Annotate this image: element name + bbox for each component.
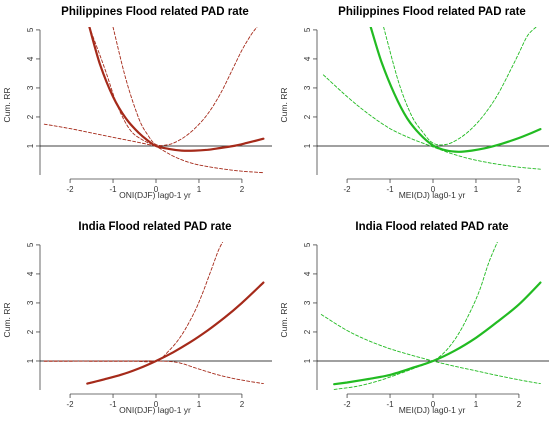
panel-philippines-oni: Philippines Flood related PAD rate Cum. …	[2, 6, 272, 200]
chart-title: India Flood related PAD rate	[355, 221, 508, 233]
x-tick-label: -1	[386, 185, 394, 194]
y-tick-label: 1	[303, 143, 312, 148]
x-tick-label: -1	[109, 185, 117, 194]
series-estimate-line	[369, 27, 542, 153]
y-tick-label: 5	[26, 27, 35, 32]
y-tick-label: 2	[303, 114, 312, 119]
y-tick-label: 3	[26, 300, 35, 305]
x-tick-label: 2	[517, 185, 522, 194]
x-tick-label: 0	[154, 400, 159, 409]
plot-area: 1 2 3 4 5 -2 -1 0 1 2	[303, 27, 549, 194]
y-axis-label: Cum. RR	[2, 88, 12, 123]
series-ci-lower-line	[43, 360, 264, 385]
plot-area: 1 2 3 4 5 -2 -1 0 1 2	[26, 242, 272, 409]
series-ci-lower-left-line	[43, 123, 157, 147]
series-estimate-line	[86, 281, 265, 385]
y-tick-label: 3	[303, 300, 312, 305]
x-tick-label: -1	[109, 400, 117, 409]
series-estimate-line	[333, 281, 542, 386]
series-ci-lower-line	[322, 74, 541, 170]
y-tick-label: 4	[26, 271, 35, 276]
x-tick-label: 2	[240, 400, 245, 409]
y-tick-label: 5	[26, 242, 35, 247]
y-axis-label: Cum. RR	[279, 303, 289, 338]
x-tick-label: 1	[197, 400, 202, 409]
chart-title: India Flood related PAD rate	[78, 221, 231, 233]
x-tick-label: 1	[197, 185, 202, 194]
panel-philippines-mei: Philippines Flood related PAD rate Cum. …	[279, 6, 549, 200]
x-tick-label: 2	[240, 185, 245, 194]
y-tick-label: 5	[303, 242, 312, 247]
y-tick-label: 1	[303, 358, 312, 363]
series-ci-upper-line	[112, 27, 258, 146]
series-group	[322, 27, 542, 170]
chart-title: Philippines Flood related PAD rate	[61, 6, 249, 18]
y-tick-label: 3	[303, 85, 312, 90]
x-axis-label: MEI(DJ) lag0-1 yr	[399, 405, 466, 415]
chart-title: Philippines Flood related PAD rate	[338, 6, 526, 18]
series-ci-upper-line	[383, 27, 537, 146]
y-tick-label: 2	[303, 329, 312, 334]
series-ci-upper-line	[333, 242, 498, 390]
y-tick-label: 5	[303, 27, 312, 32]
x-tick-label: 0	[154, 185, 159, 194]
y-tick-label: 4	[303, 56, 312, 61]
x-axis-label: ONI(DJF) lag0-1 yr	[119, 405, 191, 415]
x-tick-label: -2	[344, 185, 352, 194]
y-tick-label: 2	[26, 329, 35, 334]
series-ci-lower-line	[88, 27, 264, 174]
series-estimate-line	[88, 27, 265, 152]
plot-area: 1 2 3 4 5 -2 -1 0 1 2	[26, 27, 272, 194]
x-tick-label: -1	[386, 400, 394, 409]
series-ci-lower-line	[320, 314, 541, 385]
x-tick-label: 1	[474, 400, 479, 409]
x-axis-label: MEI(DJ) lag0-1 yr	[399, 190, 466, 200]
series-group	[320, 242, 542, 390]
plot-area: 1 2 3 4 5 -2 -1 0 1 2	[303, 242, 549, 409]
series-group	[43, 27, 265, 174]
x-tick-label: -2	[344, 400, 352, 409]
series-ci-upper-line	[43, 242, 224, 363]
series-group	[43, 242, 265, 385]
y-tick-label: 4	[303, 271, 312, 276]
x-tick-label: 0	[431, 185, 436, 194]
x-tick-label: -2	[67, 185, 75, 194]
x-tick-label: 1	[474, 185, 479, 194]
y-tick-label: 1	[26, 358, 35, 363]
x-axis-label: ONI(DJF) lag0-1 yr	[119, 190, 191, 200]
x-tick-label: 0	[431, 400, 436, 409]
y-tick-label: 3	[26, 85, 35, 90]
x-tick-label: -2	[67, 400, 75, 409]
y-tick-label: 1	[26, 143, 35, 148]
panel-india-mei: India Flood related PAD rate Cum. RR MEI…	[279, 221, 549, 415]
x-tick-label: 2	[517, 400, 522, 409]
y-axis-label: Cum. RR	[2, 303, 12, 338]
panel-india-oni: India Flood related PAD rate Cum. RR ONI…	[2, 221, 272, 415]
y-tick-label: 2	[26, 114, 35, 119]
y-tick-label: 4	[26, 56, 35, 61]
y-axis-label: Cum. RR	[279, 88, 289, 123]
